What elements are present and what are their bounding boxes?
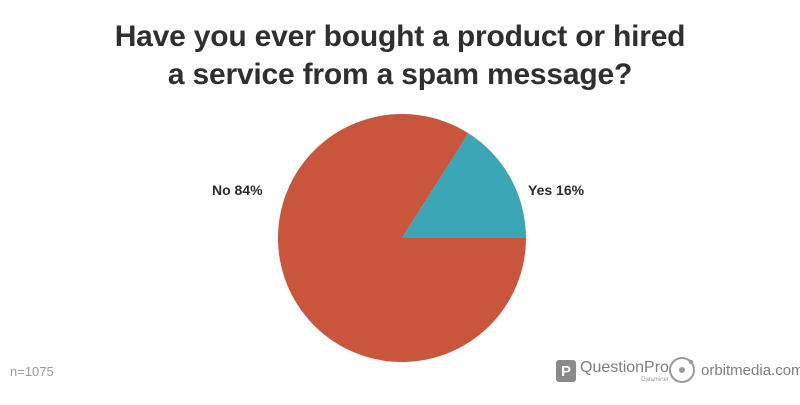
chart-title: Have you ever bought a product or hired … bbox=[0, 18, 800, 94]
orbit-circle-icon bbox=[669, 357, 695, 383]
chart-title-line-2: a service from a spam message? bbox=[167, 58, 633, 91]
questionpro-name: QuestionPro bbox=[580, 358, 669, 376]
pie-slice-no bbox=[277, 114, 526, 362]
orbitmedia-logo: orbitmedia.com bbox=[668, 355, 800, 385]
chart-title-line-1: Have you ever bought a product or hired bbox=[114, 20, 686, 53]
questionpro-tagline: Dataminer bbox=[641, 376, 669, 383]
orbitmedia-name: orbitmedia.com bbox=[701, 361, 800, 379]
slice-label-yes: Yes 16% bbox=[528, 182, 585, 198]
sample-size: n=1075 bbox=[10, 364, 54, 379]
pie-slice-yes bbox=[402, 133, 526, 238]
questionpro-logo: P QuestionPro Dataminer bbox=[556, 358, 669, 384]
slice-label-no: No 84% bbox=[212, 182, 263, 198]
questionpro-mark-icon: P bbox=[556, 360, 576, 382]
